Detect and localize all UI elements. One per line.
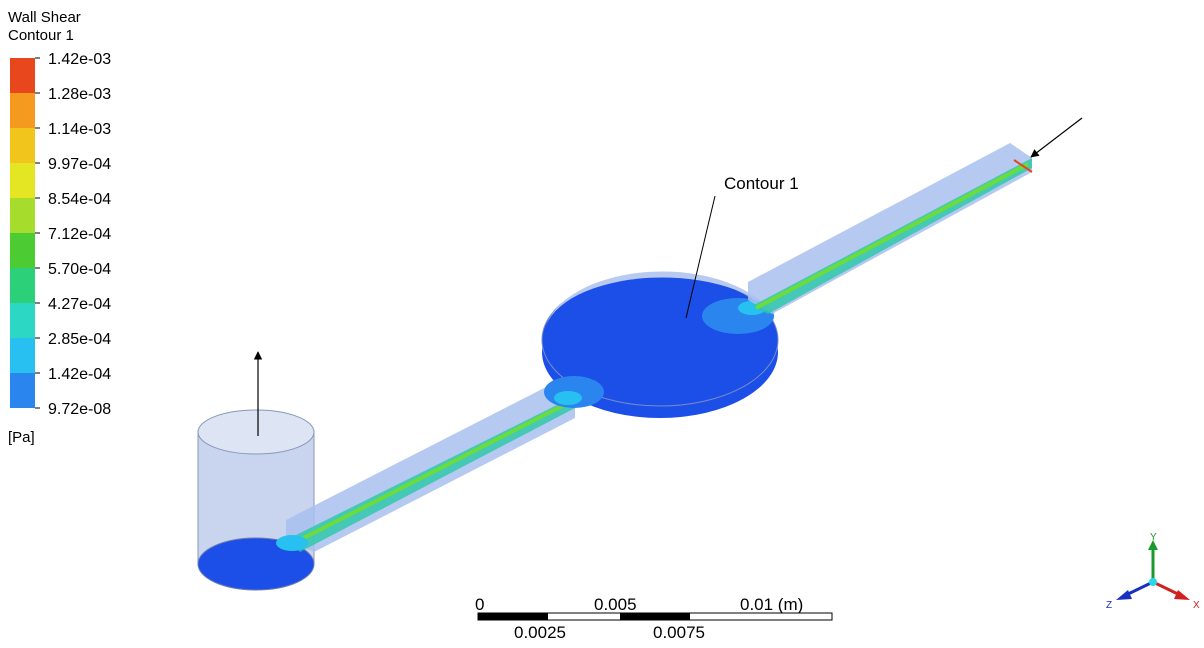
- legend-unit: [Pa]: [8, 429, 35, 446]
- legend-subtitle: Contour 1: [8, 27, 74, 44]
- legend-swatch: [10, 93, 35, 128]
- axis-triad: [1116, 540, 1190, 600]
- legend-label: 1.42e-03: [48, 51, 111, 68]
- scale-label: 0.0075: [653, 623, 705, 642]
- legend-label: 9.72e-08: [48, 401, 111, 418]
- annotation: Contour 1: [724, 174, 799, 193]
- legend-swatch: [10, 198, 35, 233]
- axis-label: Y: [1150, 532, 1157, 543]
- legend-label: 1.28e-03: [48, 86, 111, 103]
- legend-swatch: [10, 163, 35, 198]
- viewport: Wall Shear Contour 1 1.42e-03 1.28e-03 1.1…: [0, 0, 1204, 643]
- legend: 1.42e-03 1.28e-03 1.14e-03 9.97e-04 8.54e-04…: [10, 51, 111, 418]
- legend-label: 5.70e-04: [48, 261, 111, 278]
- legend-label: 8.54e-04: [48, 191, 111, 208]
- scale-label: 0.01 (m): [740, 595, 803, 614]
- legend-label: 9.97e-04: [48, 156, 111, 173]
- legend-swatch: [10, 233, 35, 268]
- legend-label: 7.12e-04: [48, 226, 111, 243]
- legend-label: 1.14e-03: [48, 121, 111, 138]
- legend-swatch: [10, 128, 35, 163]
- axis-label: X: [1193, 600, 1200, 611]
- legend-swatch: [10, 373, 35, 408]
- legend-swatch: [10, 338, 35, 373]
- legend-swatch: [10, 58, 35, 93]
- legend-label: 1.42e-04: [48, 366, 111, 383]
- scale-label: 0: [475, 595, 484, 614]
- axis-label: Z: [1106, 600, 1112, 611]
- legend-title: Wall Shear: [8, 9, 81, 26]
- legend-label: 2.85e-04: [48, 331, 111, 348]
- legend-swatch: [10, 303, 35, 338]
- legend-swatch: [10, 268, 35, 303]
- scale-bar: [478, 613, 832, 620]
- geometry: [198, 118, 1082, 590]
- legend-label: 4.27e-04: [48, 296, 111, 313]
- scale-label: 0.0025: [514, 623, 566, 642]
- scale-label: 0.005: [594, 595, 637, 614]
